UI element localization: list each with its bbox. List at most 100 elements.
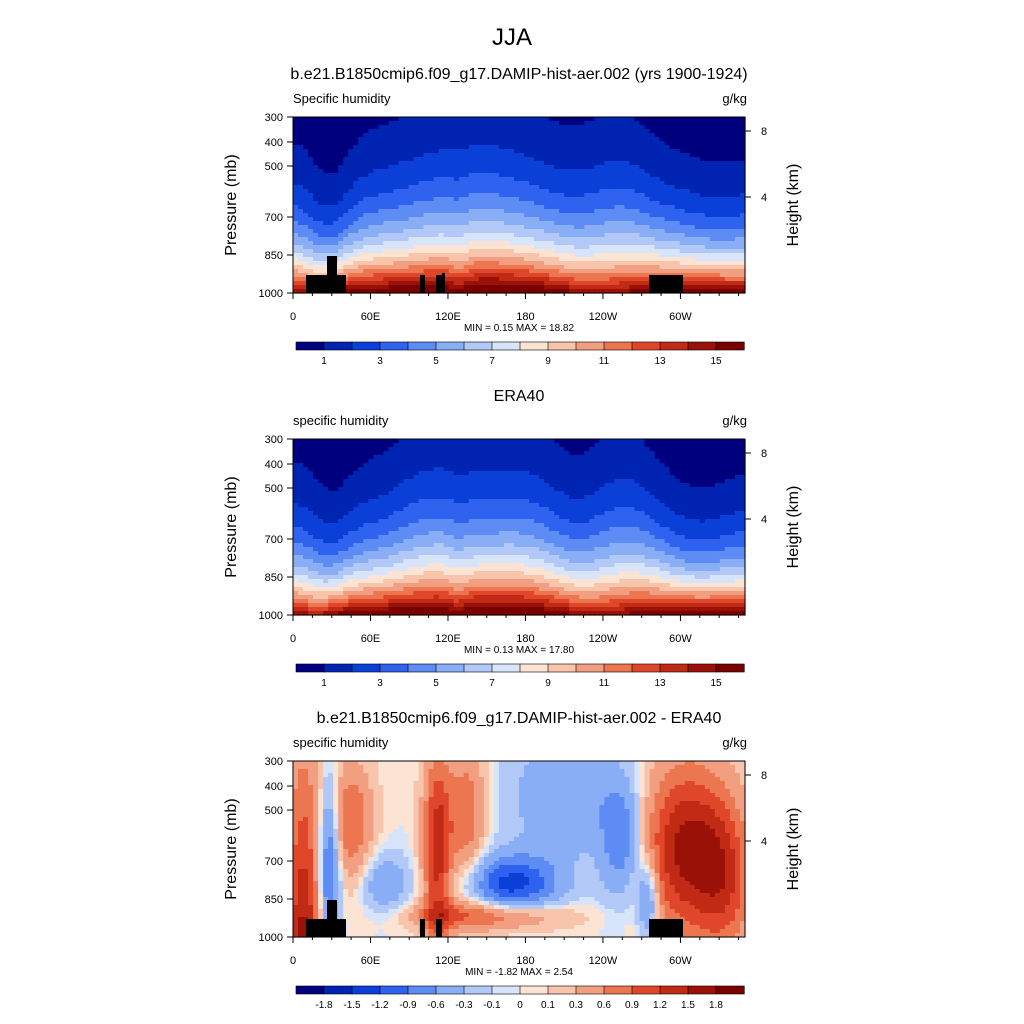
heatmap-cell <box>529 447 535 452</box>
heatmap-cell <box>734 245 741 250</box>
heatmap-cell <box>338 185 344 190</box>
heatmap-cell <box>704 161 711 166</box>
heatmap-cell <box>589 205 595 210</box>
heatmap-cell <box>318 141 324 146</box>
heatmap-cell <box>724 285 731 290</box>
heatmap-cell <box>448 257 455 262</box>
heatmap-cell <box>589 443 595 448</box>
heatmap-cell <box>428 209 435 214</box>
heatmap-cell <box>664 169 671 174</box>
heatmap-cell <box>403 177 410 182</box>
heatmap-cell <box>599 475 605 480</box>
heatmap-cell <box>453 447 460 452</box>
heatmap-cell <box>313 125 319 130</box>
heatmap-cell <box>453 197 460 202</box>
heatmap-cell <box>353 285 359 290</box>
heatmap-cell <box>674 189 681 194</box>
heatmap-cell <box>513 209 520 214</box>
heatmap-cell <box>348 285 354 290</box>
heatmap-cell <box>559 269 565 274</box>
heatmap-cell <box>564 121 570 126</box>
heatmap-cell <box>318 157 324 162</box>
heatmap-cell <box>559 455 565 460</box>
heatmap-cell <box>524 137 530 142</box>
heatmap-cell <box>483 221 490 226</box>
heatmap-cell <box>649 121 656 126</box>
heatmap-cell <box>694 193 701 198</box>
heatmap-cell <box>639 145 646 150</box>
heatmap-cell <box>544 161 550 166</box>
heatmap-cell <box>719 173 726 178</box>
heatmap-cell <box>383 475 390 480</box>
heatmap-cell <box>529 463 535 468</box>
heatmap-cell <box>478 213 485 218</box>
heatmap-cell <box>403 165 410 170</box>
heatmap-cell <box>363 241 369 246</box>
heatmap-cell <box>739 201 746 206</box>
heatmap-cell <box>734 181 741 186</box>
heatmap-cell <box>423 229 430 234</box>
heatmap-cell <box>554 157 560 162</box>
heatmap-cell <box>438 467 445 472</box>
heatmap-cell <box>488 455 495 460</box>
heatmap-cell <box>734 185 741 190</box>
heatmap-cell <box>503 121 510 126</box>
heatmap-cell <box>559 209 565 214</box>
heatmap-cell <box>463 193 470 198</box>
heatmap-cell <box>398 193 405 198</box>
heatmap-cell <box>363 169 369 174</box>
heatmap-cell <box>463 133 470 138</box>
heatmap-cell <box>609 121 616 126</box>
heatmap-cell <box>363 451 369 456</box>
heatmap-cell <box>524 157 530 162</box>
heatmap-cell <box>564 245 570 250</box>
heatmap-cell <box>358 459 364 464</box>
heatmap-cell <box>694 169 701 174</box>
heatmap-cell <box>353 201 359 206</box>
heatmap-cell <box>594 245 600 250</box>
heatmap-cell <box>674 221 681 226</box>
heatmap-cell <box>534 467 540 472</box>
heatmap-cell <box>483 157 490 162</box>
heatmap-cell <box>724 209 731 214</box>
heatmap-cell <box>579 245 585 250</box>
heatmap-cell <box>503 281 510 286</box>
heatmap-cell <box>679 447 686 452</box>
heatmap-cell <box>649 129 656 134</box>
heatmap-cell <box>739 129 746 134</box>
heatmap-cell <box>694 245 701 250</box>
heatmap-cell <box>358 177 364 182</box>
heatmap-cell <box>428 189 435 194</box>
heatmap-cell <box>634 261 641 266</box>
heatmap-cell <box>529 193 535 198</box>
heatmap-cell <box>473 157 480 162</box>
heatmap-cell <box>664 161 671 166</box>
heatmap-cell <box>458 249 465 254</box>
heatmap-cell <box>338 261 344 266</box>
heatmap-cell <box>433 221 440 226</box>
heatmap-cell <box>599 169 605 174</box>
heatmap-cell <box>664 125 671 130</box>
heatmap-cell <box>724 273 731 278</box>
heatmap-cell <box>418 265 425 270</box>
heatmap-cell <box>579 241 585 246</box>
heatmap-cell <box>493 233 500 238</box>
heatmap-cell <box>684 225 691 230</box>
heatmap-cell <box>704 443 711 448</box>
heatmap-cell <box>589 201 595 206</box>
heatmap-cell <box>473 257 480 262</box>
heatmap-cell <box>669 149 676 154</box>
heatmap-cell <box>488 157 495 162</box>
heatmap-cell <box>368 237 374 242</box>
heatmap-cell <box>679 141 686 146</box>
heatmap-cell <box>348 253 354 258</box>
heatmap-cell <box>403 121 410 126</box>
heatmap-cell <box>609 173 616 178</box>
heatmap-cell <box>589 165 595 170</box>
heatmap-cell <box>644 273 651 278</box>
heatmap-cell <box>644 443 651 448</box>
heatmap-cell <box>478 289 485 294</box>
heatmap-cell <box>418 149 425 154</box>
heatmap-cell <box>644 467 651 472</box>
heatmap-cell <box>303 209 309 214</box>
